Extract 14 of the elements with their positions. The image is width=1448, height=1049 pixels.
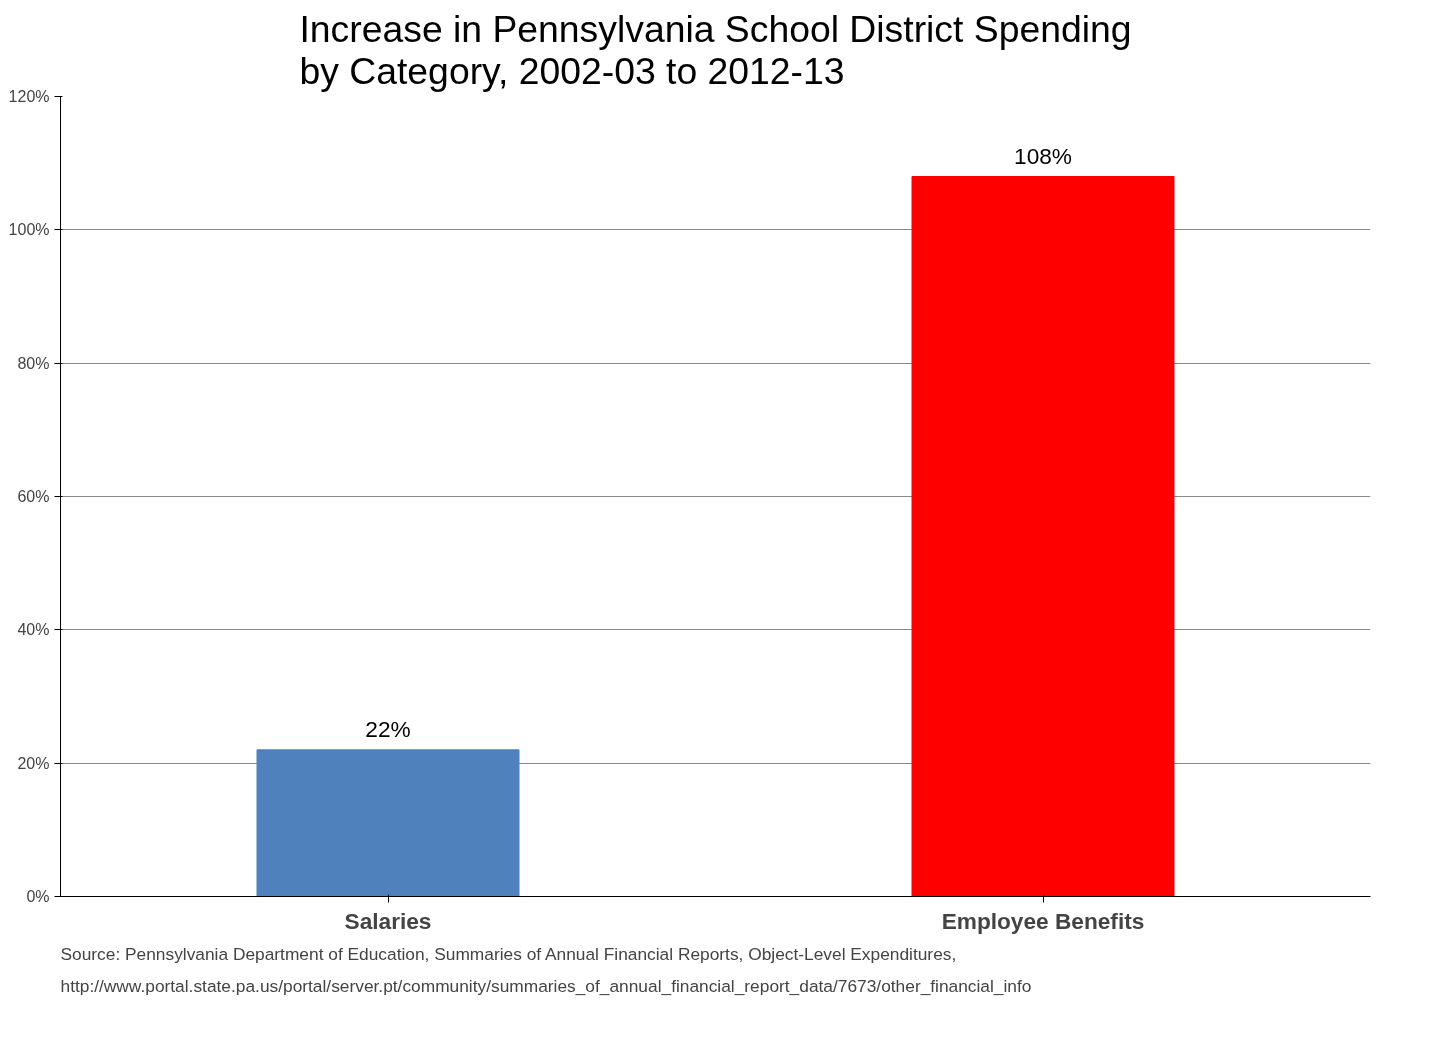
chart-title: Increase in Pennsylvania School District Spending by Category, 2002-03 to 2012-13	[299, 7, 1132, 92]
y-tick-label: 100%	[8, 221, 50, 239]
y-tick-label: 20%	[17, 754, 50, 772]
text: http://www.portal.state.pa.us/portal/server.pt/community/summaries_of_annual_financial_report_data/7673/other_financial_info	[60, 975, 1032, 996]
data-label: 22%	[365, 715, 411, 742]
source-note: Source: Pennsylvania Department of Education, Summaries of Annual Financial Reports, Object-Level Expenditures,	[60, 943, 957, 964]
x-tick-label: Salaries	[344, 907, 432, 934]
y-tick-label: 0%	[26, 888, 50, 905]
y-tick-label: 120%	[8, 88, 50, 105]
x-tick-label: Employee Benefits	[941, 907, 1145, 934]
y-tick-label: 80%	[17, 354, 50, 372]
data-label: 108%	[1014, 142, 1072, 169]
y-tick-label: 40%	[17, 621, 50, 639]
y-tick-label: 60%	[17, 488, 50, 505]
